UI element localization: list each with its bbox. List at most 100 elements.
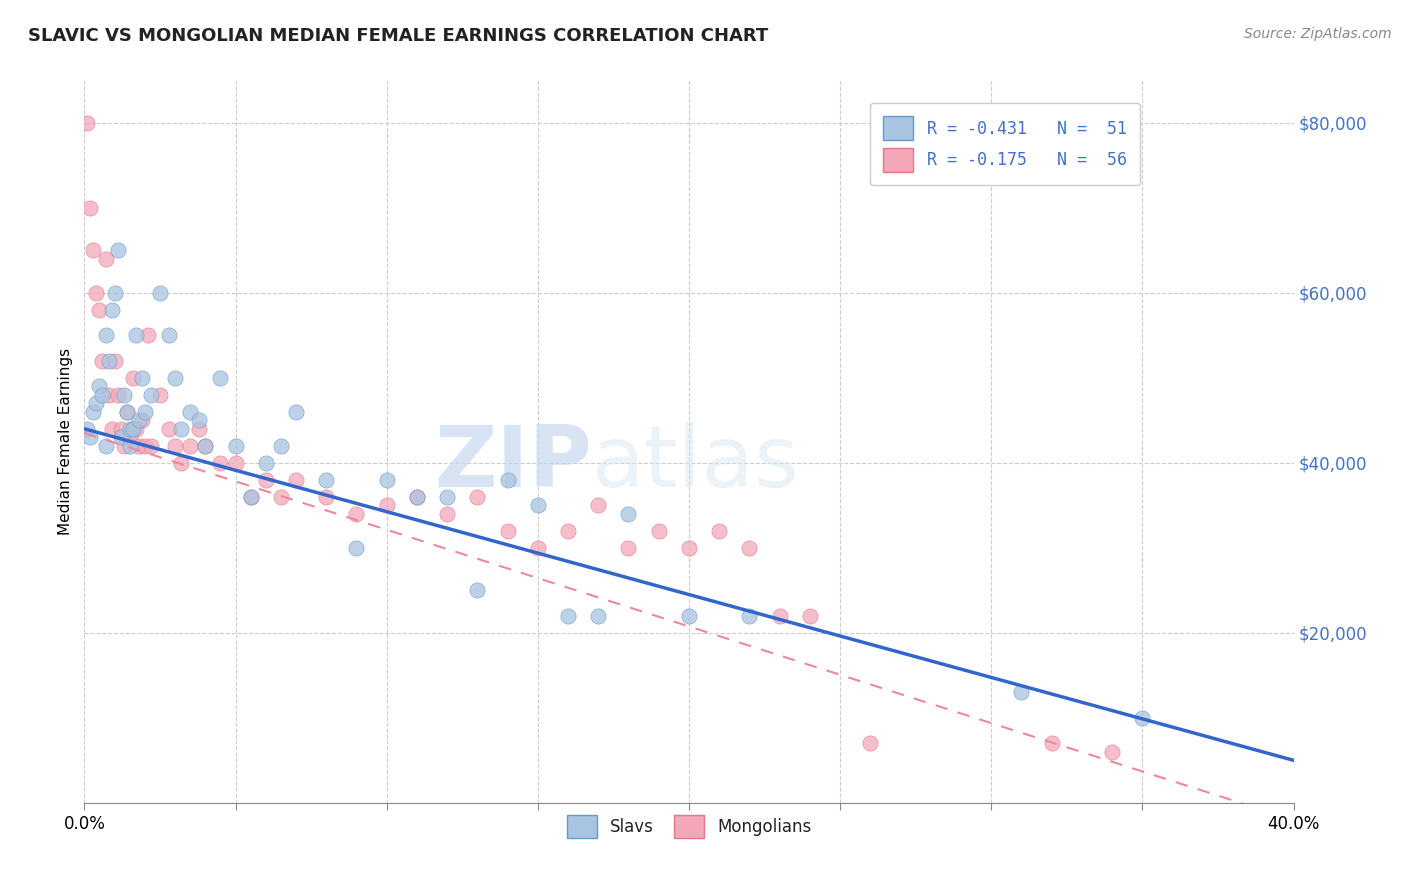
- Point: [128, 413, 150, 427]
- Point: [121, 371, 143, 385]
- Point: [617, 541, 640, 555]
- Point: [134, 439, 156, 453]
- Point: [527, 541, 550, 555]
- Point: [139, 388, 162, 402]
- Point: [285, 473, 308, 487]
- Point: [157, 422, 180, 436]
- Point: [118, 422, 141, 436]
- Point: [149, 388, 172, 402]
- Point: [89, 302, 111, 317]
- Point: [436, 490, 458, 504]
- Point: [149, 285, 172, 300]
- Point: [76, 116, 98, 130]
- Legend: Slavs, Mongolians: Slavs, Mongolians: [560, 808, 818, 845]
- Point: [496, 524, 519, 538]
- Point: [76, 422, 98, 436]
- Point: [121, 422, 143, 436]
- Point: [188, 413, 211, 427]
- Point: [107, 388, 129, 402]
- Point: [648, 524, 671, 538]
- Point: [104, 353, 127, 368]
- Point: [557, 608, 579, 623]
- Point: [121, 422, 143, 436]
- Point: [239, 490, 262, 504]
- Point: [91, 353, 114, 368]
- Point: [1130, 711, 1153, 725]
- Point: [467, 490, 489, 504]
- Point: [100, 422, 122, 436]
- Point: [375, 498, 398, 512]
- Point: [239, 490, 262, 504]
- Point: [1011, 685, 1033, 699]
- Point: [799, 608, 821, 623]
- Point: [194, 439, 217, 453]
- Point: [738, 541, 761, 555]
- Point: [225, 456, 247, 470]
- Point: [115, 405, 138, 419]
- Text: ZIP: ZIP: [434, 422, 592, 505]
- Point: [346, 507, 368, 521]
- Point: [1101, 745, 1123, 759]
- Point: [188, 422, 211, 436]
- Point: [678, 608, 700, 623]
- Point: [165, 439, 187, 453]
- Point: [128, 439, 150, 453]
- Text: SLAVIC VS MONGOLIAN MEDIAN FEMALE EARNINGS CORRELATION CHART: SLAVIC VS MONGOLIAN MEDIAN FEMALE EARNIN…: [28, 27, 768, 45]
- Point: [467, 583, 489, 598]
- Point: [157, 328, 180, 343]
- Point: [86, 396, 108, 410]
- Point: [588, 608, 610, 623]
- Point: [285, 405, 308, 419]
- Point: [1040, 736, 1063, 750]
- Point: [115, 405, 138, 419]
- Point: [170, 422, 193, 436]
- Point: [112, 439, 135, 453]
- Point: [86, 285, 108, 300]
- Point: [709, 524, 731, 538]
- Point: [270, 439, 292, 453]
- Point: [527, 498, 550, 512]
- Point: [436, 507, 458, 521]
- Point: [557, 524, 579, 538]
- Point: [131, 413, 153, 427]
- Point: [100, 302, 122, 317]
- Point: [315, 490, 337, 504]
- Point: [79, 201, 101, 215]
- Point: [179, 405, 201, 419]
- Point: [225, 439, 247, 453]
- Point: [118, 439, 141, 453]
- Point: [194, 439, 217, 453]
- Point: [346, 541, 368, 555]
- Point: [209, 371, 232, 385]
- Y-axis label: Median Female Earnings: Median Female Earnings: [58, 348, 73, 535]
- Point: [678, 541, 700, 555]
- Point: [179, 439, 201, 453]
- Point: [254, 456, 277, 470]
- Point: [97, 388, 120, 402]
- Point: [89, 379, 111, 393]
- Point: [125, 422, 148, 436]
- Point: [375, 473, 398, 487]
- Point: [406, 490, 429, 504]
- Point: [97, 353, 120, 368]
- Point: [82, 405, 104, 419]
- Text: Source: ZipAtlas.com: Source: ZipAtlas.com: [1244, 27, 1392, 41]
- Point: [112, 388, 135, 402]
- Point: [209, 456, 232, 470]
- Point: [769, 608, 792, 623]
- Point: [134, 405, 156, 419]
- Point: [82, 244, 104, 258]
- Point: [406, 490, 429, 504]
- Text: atlas: atlas: [592, 422, 800, 505]
- Point: [254, 473, 277, 487]
- Point: [617, 507, 640, 521]
- Point: [131, 371, 153, 385]
- Point: [110, 422, 132, 436]
- Point: [125, 328, 148, 343]
- Point: [107, 244, 129, 258]
- Point: [94, 439, 117, 453]
- Point: [94, 328, 117, 343]
- Point: [738, 608, 761, 623]
- Point: [139, 439, 162, 453]
- Point: [136, 328, 159, 343]
